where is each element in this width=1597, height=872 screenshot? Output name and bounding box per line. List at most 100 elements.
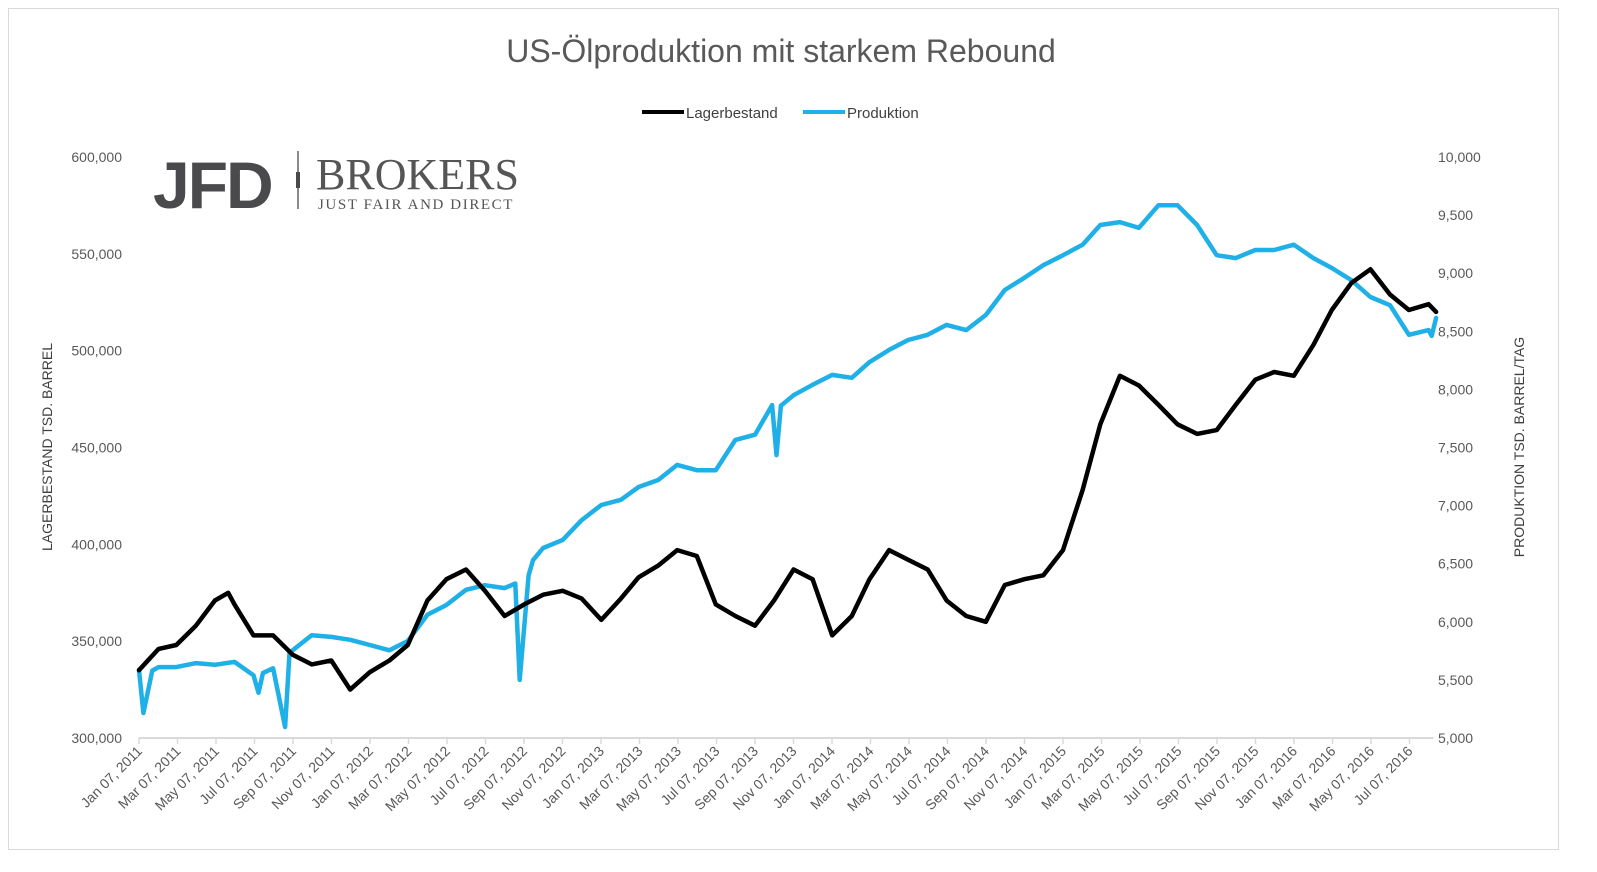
- data-point-produktion: [754, 434, 756, 436]
- series-line-produktion: [136, 202, 1439, 730]
- data-point-lagerbestand: [1331, 309, 1333, 311]
- data-point-lagerbestand: [445, 578, 447, 580]
- data-point-produktion: [465, 589, 467, 591]
- data-point-produktion: [831, 374, 833, 376]
- data-point-produktion: [1293, 244, 1295, 246]
- data-point-produktion: [657, 479, 659, 481]
- data-point-lagerbestand: [581, 598, 583, 600]
- data-point-produktion: [542, 547, 544, 549]
- data-point-lagerbestand: [907, 559, 909, 561]
- series-line-lagerbestand: [136, 267, 1439, 692]
- data-point-lagerbestand: [252, 634, 254, 636]
- data-point-lagerbestand: [868, 578, 870, 580]
- chart-title: US-Ölproduktion mit starkem Rebound: [506, 33, 1056, 69]
- y-left-tick-label: 550,000: [71, 246, 122, 262]
- data-point-lagerbestand: [1235, 404, 1237, 406]
- data-point-produktion: [1235, 257, 1237, 259]
- data-point-produktion: [1389, 304, 1391, 306]
- data-point-lagerbestand: [138, 669, 140, 671]
- data-point-lagerbestand: [1312, 344, 1314, 346]
- data-point-produktion: [696, 469, 698, 471]
- chart-frame: [8, 8, 1559, 850]
- y-right-tick-label: 9,000: [1438, 265, 1473, 281]
- data-point-lagerbestand: [504, 615, 506, 617]
- data-point-produktion: [252, 674, 254, 676]
- data-point-produktion: [638, 486, 640, 488]
- data-point-lagerbestand: [158, 648, 160, 650]
- data-point-lagerbestand: [676, 549, 678, 551]
- data-point-lagerbestand: [195, 625, 197, 627]
- legend-label-lagerbestand: Lagerbestand: [686, 105, 778, 122]
- data-point-produktion: [1157, 204, 1159, 206]
- data-point-lagerbestand: [1023, 578, 1025, 580]
- data-point-produktion: [1176, 204, 1178, 206]
- jfd-logo: JFD BROKERS JUST FAIR AND DIRECT: [153, 148, 519, 222]
- data-point-produktion: [158, 666, 160, 668]
- data-point-lagerbestand: [1157, 404, 1159, 406]
- data-point-lagerbestand: [272, 634, 274, 636]
- data-point-produktion: [780, 405, 782, 407]
- data-point-lagerbestand: [349, 689, 351, 691]
- data-point-produktion: [1023, 277, 1025, 279]
- data-point-produktion: [262, 672, 264, 674]
- data-point-lagerbestand: [562, 590, 564, 592]
- y-right-tick-label: 9,500: [1438, 207, 1473, 223]
- data-point-lagerbestand: [657, 565, 659, 567]
- data-point-lagerbestand: [311, 663, 313, 665]
- data-point-lagerbestand: [465, 569, 467, 571]
- data-point-produktion: [888, 349, 890, 351]
- data-point-produktion: [1254, 249, 1256, 251]
- data-point-lagerbestand: [523, 603, 525, 605]
- y-right-tick-label: 5,500: [1438, 672, 1473, 688]
- y-right-tick-label: 7,000: [1438, 498, 1473, 514]
- data-point-lagerbestand: [600, 619, 602, 621]
- data-point-produktion: [1408, 334, 1410, 336]
- data-point-produktion: [581, 519, 583, 521]
- series-lagerbestand: [136, 267, 1439, 692]
- data-point-produktion: [734, 439, 736, 441]
- data-point-produktion: [1216, 254, 1218, 256]
- data-point-lagerbestand: [793, 569, 795, 571]
- data-point-produktion: [484, 584, 486, 586]
- data-point-produktion: [142, 712, 144, 714]
- y-axis-right-title: PRODUKTION TSD. BARREL/TAG: [1511, 337, 1527, 557]
- data-point-produktion: [793, 394, 795, 396]
- data-point-lagerbestand: [1042, 574, 1044, 576]
- data-point-produktion: [1119, 221, 1121, 223]
- data-point-produktion: [528, 574, 530, 576]
- data-point-lagerbestand: [696, 555, 698, 557]
- data-point-produktion: [1273, 249, 1275, 251]
- data-point-lagerbestand: [1062, 549, 1064, 551]
- data-point-lagerbestand: [1254, 379, 1256, 381]
- data-point-lagerbestand: [388, 660, 390, 662]
- y-right-tick-label: 6,000: [1438, 614, 1473, 630]
- data-point-produktion: [851, 377, 853, 379]
- data-point-produktion: [776, 454, 778, 456]
- data-point-produktion: [519, 679, 521, 681]
- data-point-lagerbestand: [214, 599, 216, 601]
- data-point-produktion: [272, 667, 274, 669]
- data-point-lagerbestand: [715, 603, 717, 605]
- data-point-produktion: [562, 539, 564, 541]
- y-right-tick-label: 7,500: [1438, 440, 1473, 456]
- data-point-lagerbestand: [927, 569, 929, 571]
- data-point-produktion: [1428, 329, 1430, 331]
- data-point-lagerbestand: [1176, 423, 1178, 425]
- data-point-lagerbestand: [1138, 385, 1140, 387]
- data-point-produktion: [1042, 264, 1044, 266]
- data-point-produktion: [214, 664, 216, 666]
- data-point-produktion: [985, 314, 987, 316]
- data-point-produktion: [1138, 227, 1140, 229]
- data-point-lagerbestand: [965, 615, 967, 617]
- data-point-produktion: [292, 649, 294, 651]
- data-point-lagerbestand: [1369, 268, 1371, 270]
- y-right-tick-label: 8,500: [1438, 323, 1473, 339]
- data-point-lagerbestand: [734, 615, 736, 617]
- data-point-lagerbestand: [985, 621, 987, 623]
- data-point-produktion: [1082, 244, 1084, 246]
- data-point-lagerbestand: [831, 634, 833, 636]
- data-point-lagerbestand: [1408, 309, 1410, 311]
- data-point-lagerbestand: [369, 671, 371, 673]
- data-point-produktion: [946, 324, 948, 326]
